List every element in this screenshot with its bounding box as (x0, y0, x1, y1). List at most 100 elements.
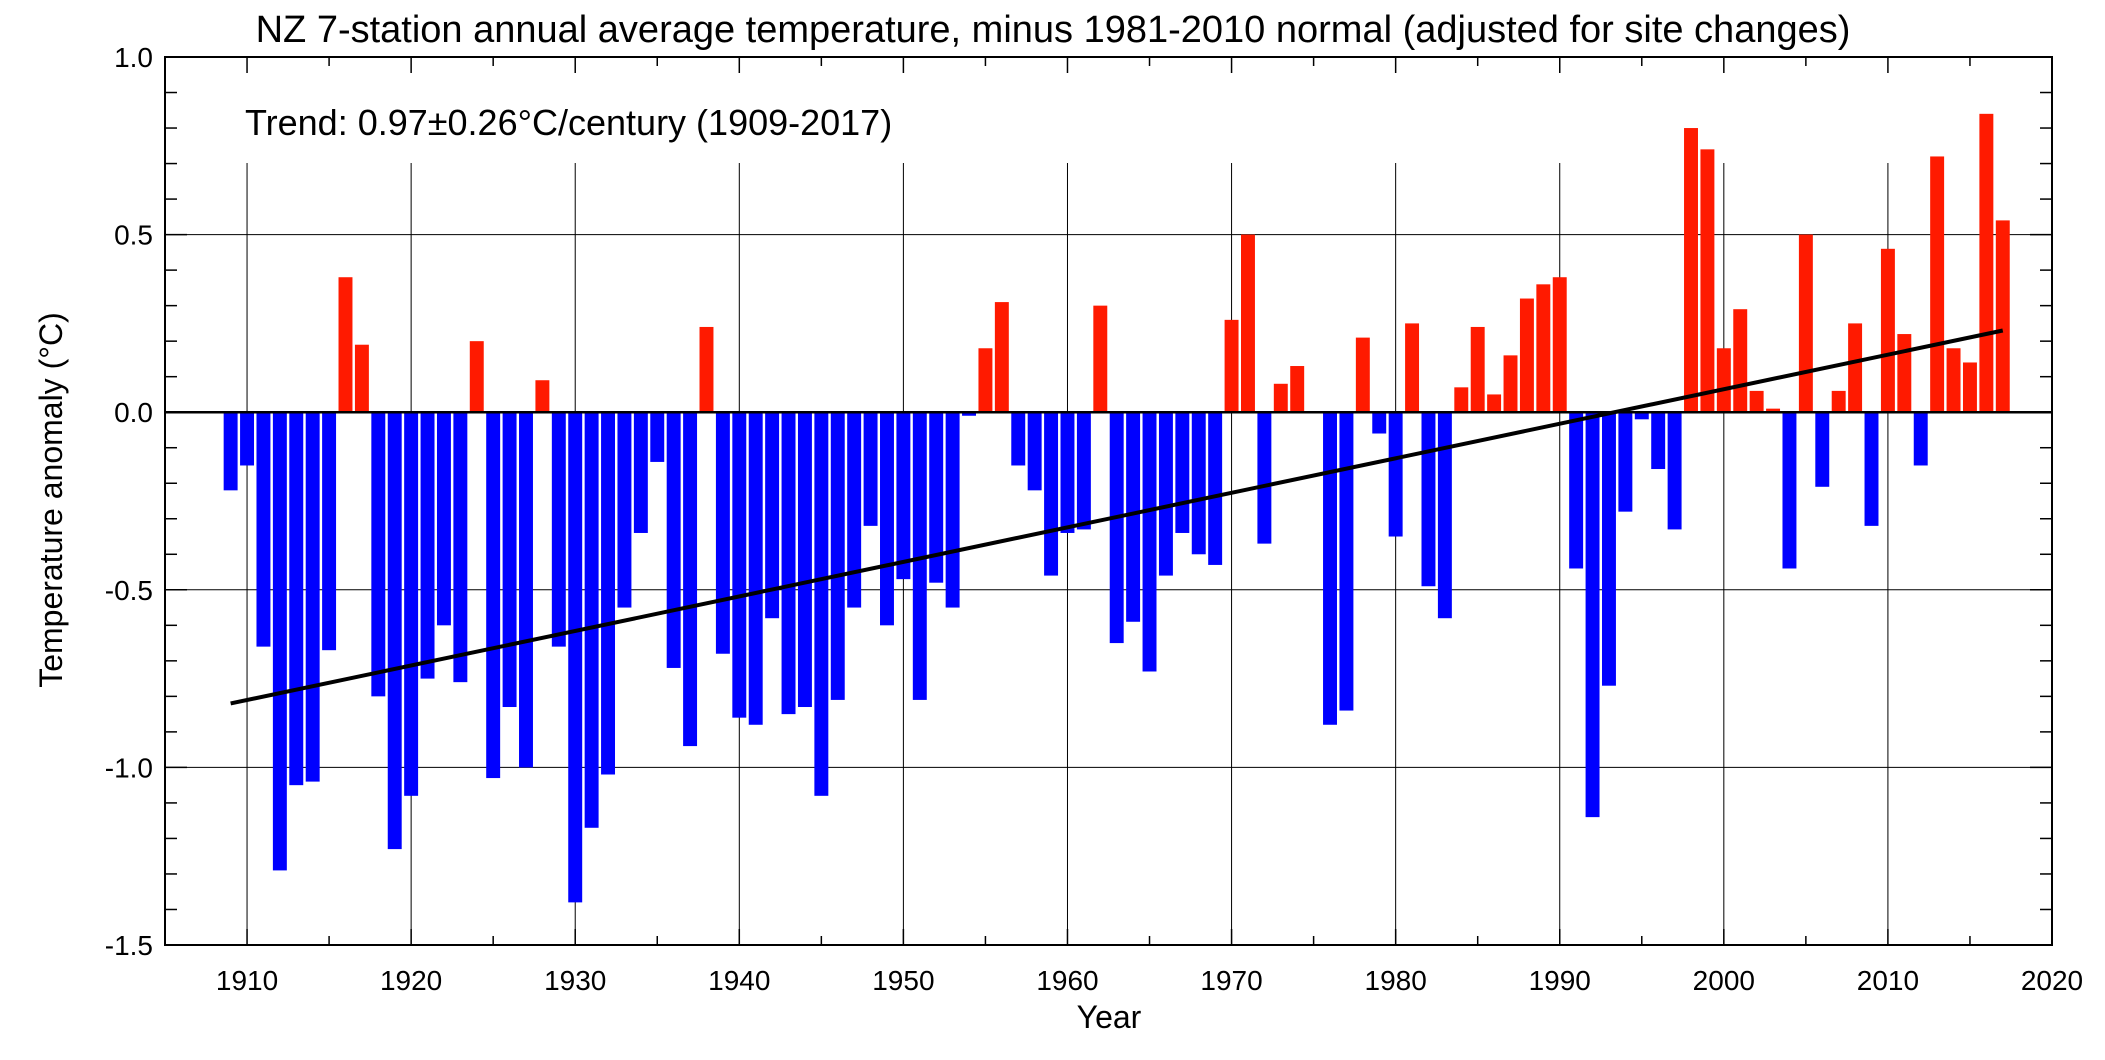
bar-1952 (929, 412, 944, 583)
bar-2001 (1733, 309, 1748, 413)
bar-1941 (748, 412, 763, 725)
bar-1997 (1667, 412, 1682, 530)
y-axis-ticks: 1.0 0.5 0.0 -0.5 -1.0 -1.5 (105, 42, 2052, 961)
bar-2017 (1995, 220, 2010, 413)
bar-1967 (1175, 412, 1190, 533)
x-tick-label: 1910 (216, 965, 278, 996)
bar-2009 (1864, 412, 1879, 526)
bar-1996 (1651, 412, 1666, 470)
bar-1927 (519, 412, 533, 768)
x-tick-label: 1990 (1529, 965, 1591, 996)
trend-annotation: Trend: 0.97±0.26°C/century (1909-2017) (245, 102, 892, 143)
bar-2008 (1848, 323, 1863, 413)
bar-1944 (797, 412, 812, 708)
bar-1978 (1355, 337, 1370, 413)
bar-1914 (305, 412, 320, 782)
bar-1926 (502, 412, 517, 708)
bar-1974 (1290, 366, 1305, 413)
bar-1994 (1618, 412, 1633, 512)
bar-2000 (1716, 348, 1731, 413)
x-axis-ticks: 1910 1920 1930 1940 1950 1960 1970 1980 1990 2000… (164, 57, 2083, 996)
bar-2016 (1979, 113, 1994, 413)
bar-1921 (420, 412, 435, 679)
bar-1939 (715, 412, 730, 654)
x-tick-label: 2000 (1693, 965, 1755, 996)
bar-2014 (1946, 348, 1961, 413)
y-tick-label: 0.5 (114, 220, 153, 251)
x-tick-label: 1920 (380, 965, 442, 996)
bar-1968 (1191, 412, 1206, 555)
bar-2007 (1831, 390, 1846, 413)
bar-1950 (896, 412, 911, 580)
bar-1931 (584, 412, 599, 828)
bar-1919 (387, 412, 402, 850)
bar-1955 (978, 348, 993, 413)
bar-2006 (1815, 412, 1830, 487)
bar-1933 (617, 412, 632, 608)
bar-1981 (1405, 323, 1420, 413)
bar-2013 (1930, 156, 1945, 413)
bar-1957 (1011, 412, 1026, 466)
y-tick-label: -0.5 (105, 575, 153, 606)
bar-1936 (666, 412, 681, 668)
y-tick-label: 0.0 (114, 397, 153, 428)
x-axis-label: Year (1077, 999, 1142, 1035)
bar-1928 (535, 380, 550, 413)
bar-1951 (912, 412, 927, 700)
bar-1962 (1093, 305, 1108, 413)
bar-1949 (880, 412, 894, 626)
bar-1934 (633, 412, 648, 533)
bar-1917 (354, 344, 369, 413)
bar-2002 (1749, 390, 1764, 413)
bar-1980 (1388, 412, 1403, 537)
bar-1970 (1224, 319, 1239, 413)
bar-2011 (1897, 334, 1912, 413)
bar-1983 (1437, 412, 1452, 619)
bar-1947 (847, 412, 862, 608)
bar-1998 (1684, 128, 1698, 413)
bar-1963 (1109, 412, 1124, 644)
bar-1976 (1323, 412, 1337, 725)
chart-title: NZ 7-station annual average temperature,… (256, 9, 1851, 51)
bar-1965 (1142, 412, 1157, 672)
bar-1989 (1536, 284, 1551, 413)
bar-2005 (1798, 234, 1813, 413)
x-tick-label: 2010 (1857, 965, 1919, 996)
bar-1942 (765, 412, 780, 619)
y-tick-label: -1.0 (105, 752, 153, 783)
bar-1916 (338, 277, 353, 413)
bar-1948 (863, 412, 878, 526)
bar-1977 (1339, 412, 1354, 711)
bar-1990 (1552, 277, 1567, 413)
bar-1973 (1273, 383, 1288, 413)
bar-1984 (1454, 387, 1469, 413)
x-tick-label: 1950 (872, 965, 934, 996)
bar-1982 (1421, 412, 1436, 587)
bar-1993 (1601, 412, 1616, 686)
bar-1918 (371, 412, 386, 697)
bar-1988 (1519, 298, 1534, 413)
bar-1986 (1487, 394, 1502, 413)
bar-1971 (1241, 234, 1255, 413)
bar-1987 (1503, 355, 1518, 413)
bar-1946 (830, 412, 845, 700)
bar-1932 (601, 412, 616, 775)
bar-1985 (1470, 326, 1485, 413)
bar-2015 (1962, 362, 1977, 413)
x-tick-label: 1940 (708, 965, 770, 996)
x-tick-label: 1960 (1036, 965, 1098, 996)
y-tick-label: 1.0 (114, 42, 153, 73)
bar-1995 (1634, 412, 1649, 420)
bar-1930 (568, 412, 583, 903)
plot-border (164, 56, 2053, 946)
bar-1924 (469, 341, 484, 413)
bar-1958 (1027, 412, 1042, 491)
bar-1910 (240, 412, 255, 466)
trend-line (230, 328, 2004, 706)
bar-1923 (453, 412, 468, 683)
bar-2004 (1782, 412, 1797, 569)
bar-1938 (699, 326, 714, 413)
bar-1940 (732, 412, 747, 718)
bar-1999 (1700, 149, 1715, 413)
